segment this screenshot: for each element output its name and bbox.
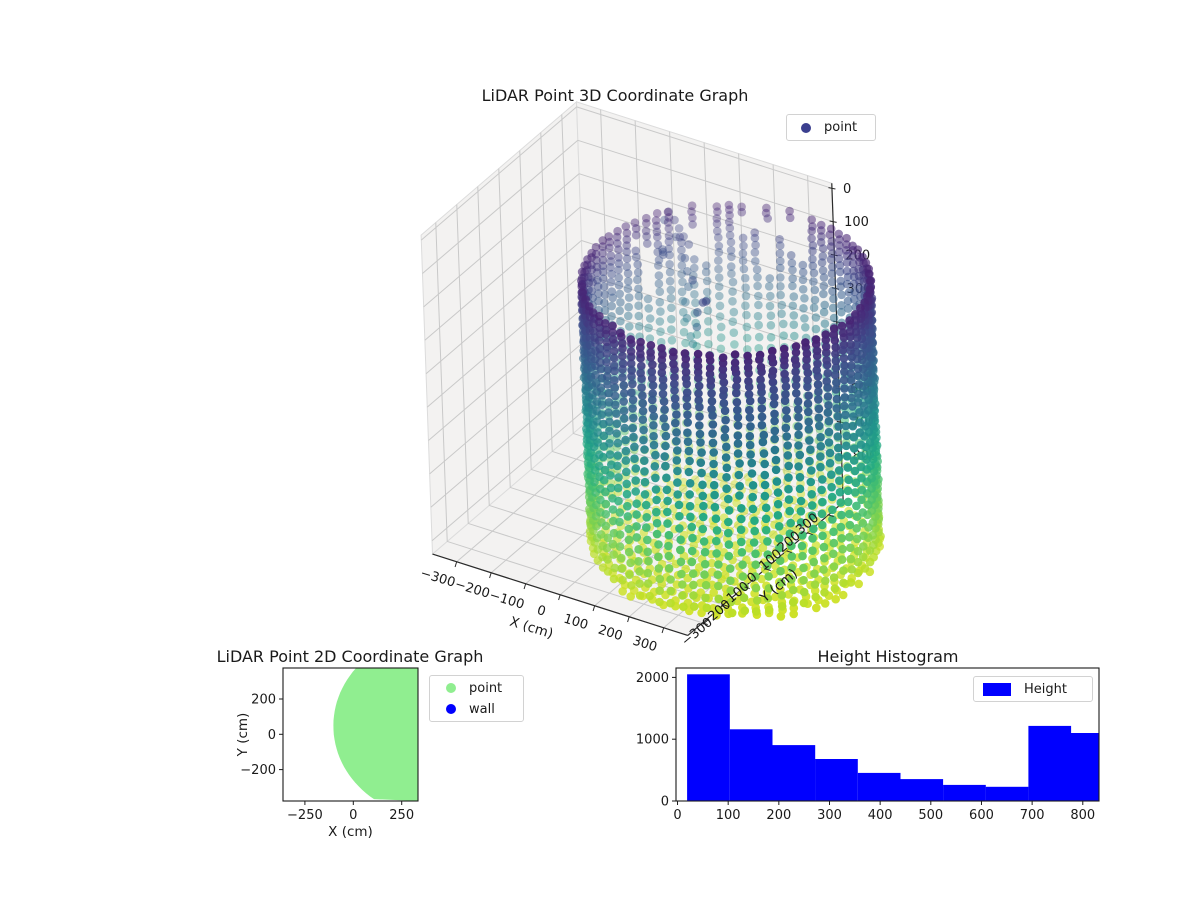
plot2d-title: LiDAR Point 2D Coordinate Graph xyxy=(216,647,484,666)
svg-text:200: 200 xyxy=(766,808,791,823)
svg-text:0: 0 xyxy=(843,182,851,197)
svg-text:100: 100 xyxy=(562,612,590,634)
point-cloud-region xyxy=(333,668,418,801)
svg-text:X (cm): X (cm) xyxy=(328,824,373,840)
svg-text:−200: −200 xyxy=(240,763,276,778)
svg-text:100: 100 xyxy=(716,808,741,823)
histogram-title: Height Histogram xyxy=(817,647,959,666)
histogram-bar xyxy=(1071,733,1099,801)
svg-text:400: 400 xyxy=(868,808,893,823)
svg-text:Y (cm): Y (cm) xyxy=(235,713,251,758)
point-marker-icon xyxy=(801,122,811,133)
point-marker-icon xyxy=(446,683,456,693)
histogram-bar xyxy=(772,745,816,801)
svg-text:600: 600 xyxy=(969,808,994,823)
height-marker-icon xyxy=(983,682,1011,696)
svg-text:2000: 2000 xyxy=(636,671,669,686)
svg-text:250: 250 xyxy=(389,808,414,823)
histogram-bar xyxy=(900,779,944,801)
svg-text:−250: −250 xyxy=(287,808,323,823)
3d-scatter-points xyxy=(577,200,885,621)
svg-text:0: 0 xyxy=(535,603,547,620)
histogram-axes: 0 100 200 300 400 500 600 700 800 0 1000 2000 xyxy=(636,667,1100,823)
svg-text:300: 300 xyxy=(817,808,842,823)
svg-text:−300: −300 xyxy=(418,566,457,591)
plot3d-legend: point xyxy=(786,114,876,141)
histogram-bar xyxy=(1028,725,1072,801)
svg-text:0: 0 xyxy=(673,808,681,823)
svg-text:−100: −100 xyxy=(487,588,526,613)
svg-text:200: 200 xyxy=(251,693,276,708)
svg-text:X (cm): X (cm) xyxy=(508,614,555,642)
plot3d-legend-label: point xyxy=(824,120,858,135)
svg-text:700: 700 xyxy=(1020,808,1045,823)
plot2d-legend: point wall xyxy=(429,675,524,722)
wall-marker-icon xyxy=(446,704,456,714)
svg-text:0: 0 xyxy=(349,808,357,823)
histogram-legend: Height xyxy=(973,676,1093,702)
svg-text:100: 100 xyxy=(844,215,869,230)
histogram-bar xyxy=(815,759,858,801)
svg-text:300: 300 xyxy=(631,634,659,656)
histogram-bar xyxy=(857,772,901,801)
svg-text:200: 200 xyxy=(596,623,624,645)
plot3d-title: LiDAR Point 3D Coordinate Graph xyxy=(481,86,749,105)
histogram-bar xyxy=(687,674,730,801)
plot2d-legend-label-wall: wall xyxy=(469,701,495,717)
plot2d-legend-label-point: point xyxy=(469,680,503,696)
svg-text:0: 0 xyxy=(268,728,276,743)
svg-text:0: 0 xyxy=(661,795,669,810)
svg-text:1000: 1000 xyxy=(636,733,669,748)
svg-text:−200: −200 xyxy=(453,577,492,602)
svg-text:500: 500 xyxy=(918,808,943,823)
histogram-bar xyxy=(943,784,986,801)
svg-text:800: 800 xyxy=(1070,808,1095,823)
histogram-bar xyxy=(985,786,1029,801)
histogram-legend-label: Height xyxy=(1024,681,1067,697)
plot2d-axes: −250 0 250 −200 0 200 X (cm) Y (cm) xyxy=(235,667,419,840)
histogram-bar xyxy=(729,729,773,801)
